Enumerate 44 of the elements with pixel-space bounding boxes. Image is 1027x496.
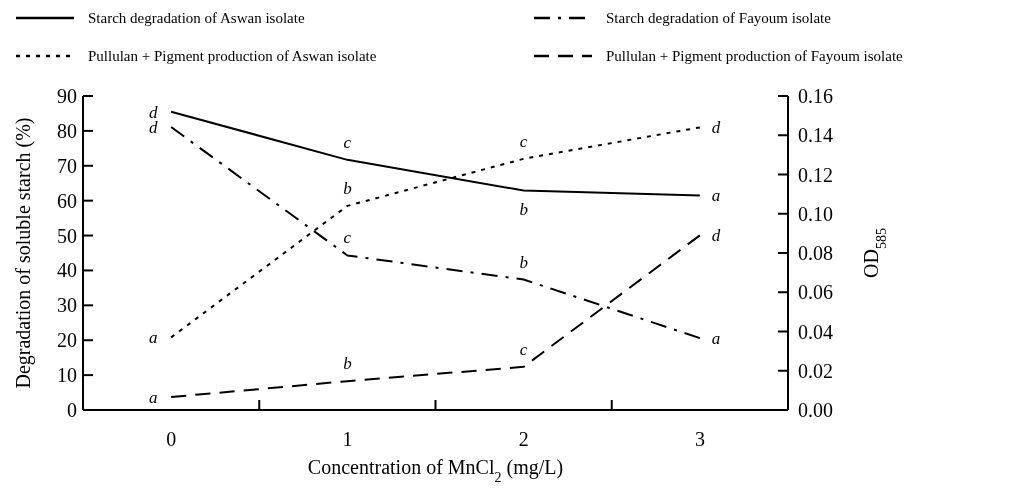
y2-tick-label: 0.00 <box>798 399 833 421</box>
y-tick-label: 0 <box>67 399 77 421</box>
data-label: a <box>711 186 721 206</box>
legend-label: Starch degradation of Aswan isolate <box>88 10 305 26</box>
data-label: b <box>519 199 528 219</box>
y-tick-label: 40 <box>57 259 77 282</box>
y-tick-label: 90 <box>57 85 77 107</box>
y2-tick-label: 0.06 <box>798 281 833 304</box>
y-tick-label: 70 <box>57 154 77 177</box>
data-label: c <box>519 131 528 151</box>
y-tick-label: 10 <box>57 364 77 387</box>
y-tick-label: 80 <box>57 119 77 142</box>
data-label: c <box>343 228 352 248</box>
y-tick-label: 30 <box>57 294 77 317</box>
y2-tick-label: 0.08 <box>798 242 833 264</box>
data-label: a <box>148 388 158 408</box>
x-tick-label: 3 <box>694 428 705 450</box>
data-label: b <box>519 252 528 272</box>
y2-tick-label: 0.02 <box>798 359 833 382</box>
line-series <box>170 234 701 399</box>
y-axis-title: Degradation of soluble starch (%) <box>12 117 35 389</box>
y2-tick-label: 0.04 <box>798 320 833 343</box>
legend-label: Pullulan + Pigment production of Aswan isolate <box>88 48 377 64</box>
data-label: c <box>519 339 528 359</box>
y2-tick-label: 0.10 <box>798 202 833 225</box>
y2-tick-label: 0.16 <box>798 85 833 107</box>
data-label: d <box>711 118 721 138</box>
y2-tick-label: 0.14 <box>798 124 833 147</box>
y-tick-label: 60 <box>57 189 77 212</box>
data-label: d <box>711 226 721 246</box>
legend-label: Starch degradation of Fayoum isolate <box>606 10 832 26</box>
data-label: a <box>711 329 721 349</box>
legend-label: Pullulan + Pigment production of Fayoum isolate <box>606 48 904 64</box>
x-tick-label: 2 <box>518 428 529 450</box>
y-tick-label: 50 <box>57 224 77 247</box>
x-tick-label: 1 <box>342 428 353 450</box>
data-label: b <box>343 178 352 198</box>
y2-tick-label: 0.12 <box>798 163 833 186</box>
data-label: b <box>343 354 352 374</box>
data-label: a <box>148 328 158 348</box>
y-tick-label: 20 <box>57 329 77 352</box>
x-tick-label: 0 <box>166 428 177 450</box>
data-label: c <box>343 132 352 152</box>
x-axis-title: Concentration of MnCl$_{2}$ (mg/L) <box>307 456 564 485</box>
